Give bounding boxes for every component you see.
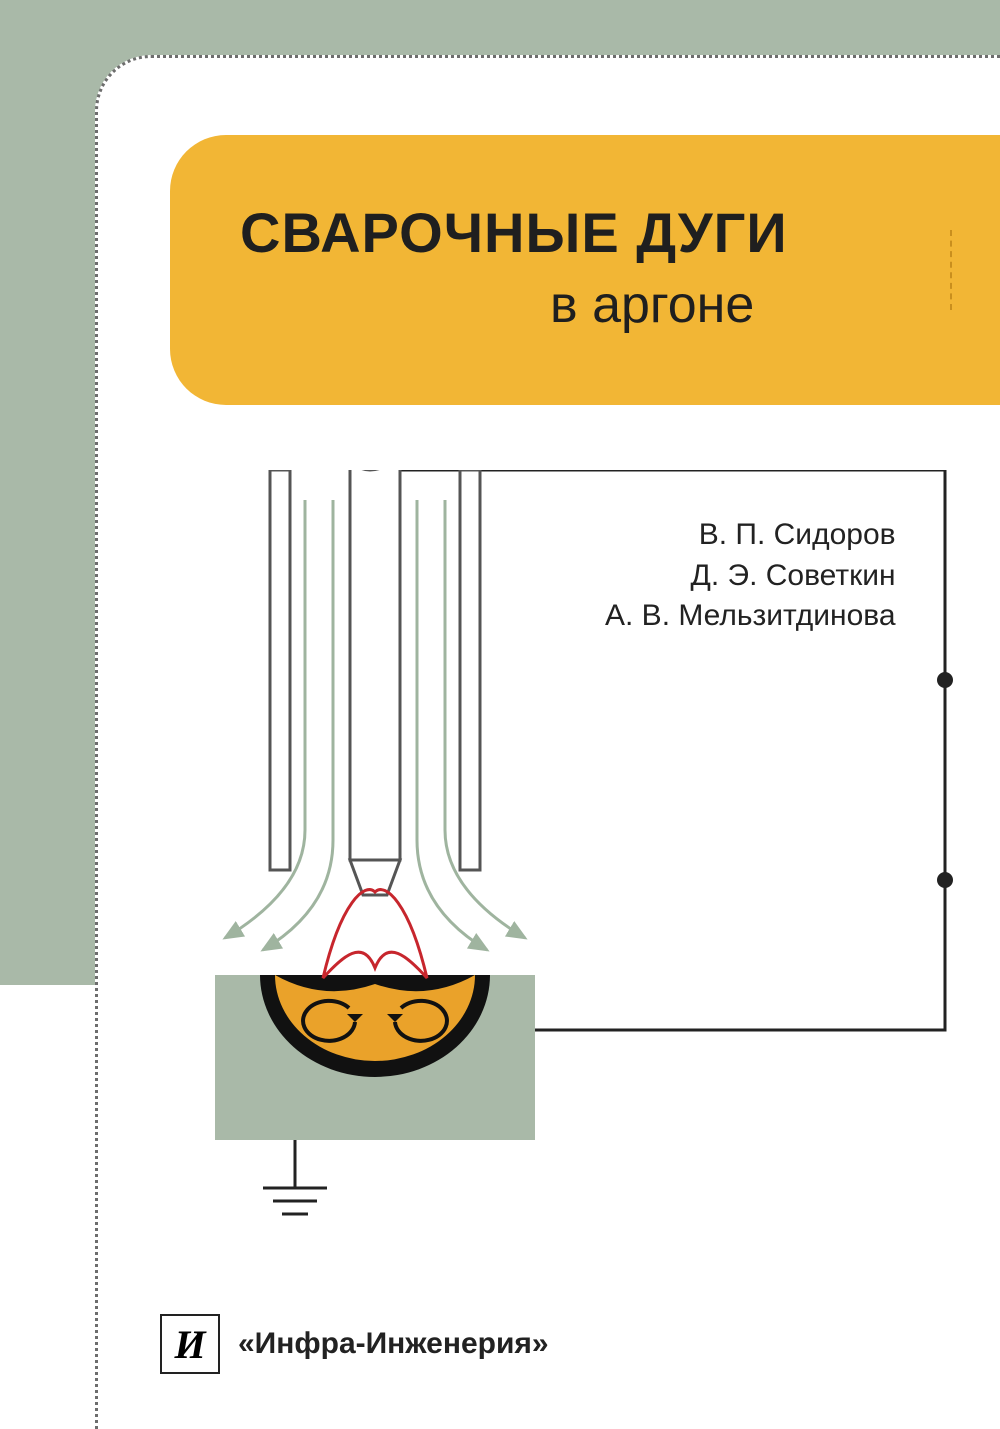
- torch-nozzle: [270, 470, 480, 895]
- publisher-logo-glyph: И: [174, 1321, 205, 1368]
- title-panel: СВАРОЧНЫЕ ДУГИ в аргоне: [170, 135, 1000, 405]
- publisher-block: И «Инфра-Инженерия»: [160, 1314, 549, 1374]
- ground-symbol: [263, 1140, 327, 1214]
- title-sub: в аргоне: [550, 275, 754, 335]
- welding-arc: [323, 890, 427, 978]
- title-main: СВАРОЧНЫЕ ДУГИ: [240, 200, 788, 265]
- publisher-logo: И: [160, 1314, 220, 1374]
- workpiece: [215, 975, 535, 1140]
- welding-diagram: [155, 470, 975, 1230]
- publisher-name: «Инфра-Инженерия»: [238, 1327, 549, 1361]
